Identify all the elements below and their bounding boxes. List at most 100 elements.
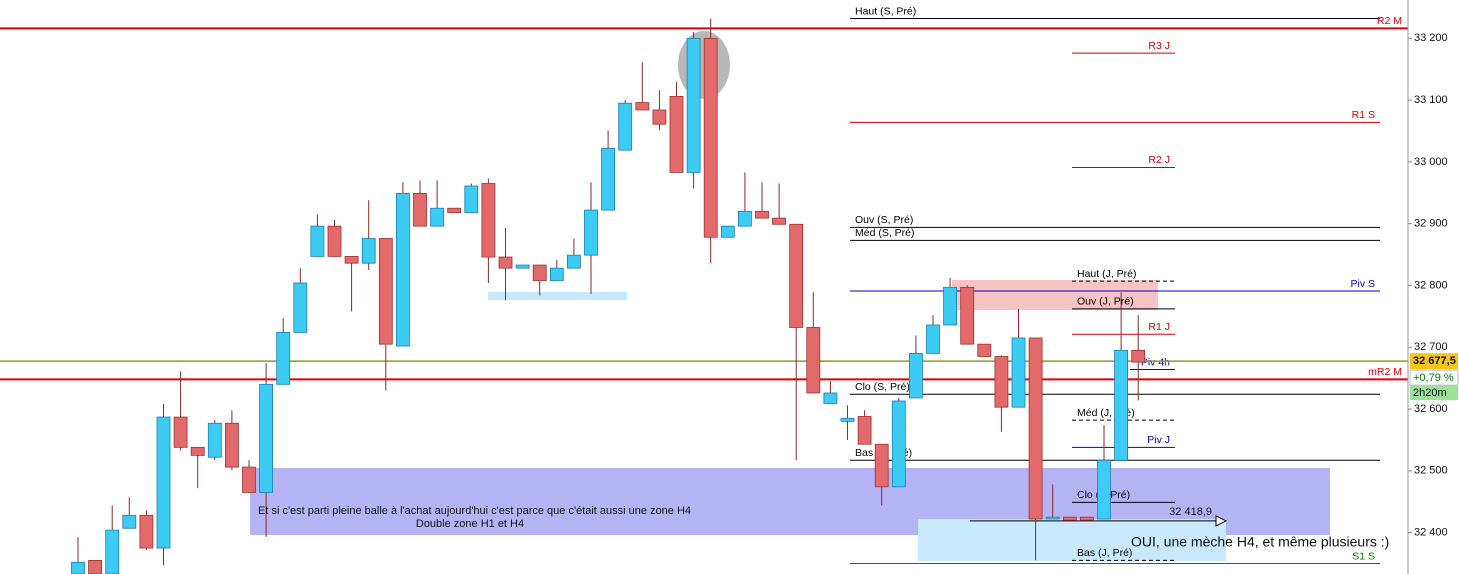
candle-body [464,185,479,213]
candle-body [943,286,957,326]
candle-body [224,422,239,468]
candle-body [276,332,291,385]
candle-body [1080,516,1094,521]
candle-body [1062,516,1077,521]
candle-body [361,238,376,264]
level-label: Piv J [1147,434,1170,446]
level-label: Ouv (J, Pré) [1077,296,1134,308]
candle-body [515,264,530,269]
candle-body [960,286,975,345]
level-label: R1 S [1352,109,1375,121]
candle-body [874,443,889,488]
candle-body [139,514,154,549]
level-label: Haut (J, Pré) [1077,268,1137,280]
y-tick-label: 32 900 [1414,218,1448,230]
y-tick-label: 32 700 [1414,341,1448,353]
candle-body [498,256,513,269]
candle-body [293,282,308,333]
candle-body [105,529,120,574]
candle-body [806,327,821,394]
level-label: Piv 4h [1141,356,1170,368]
candle-body [738,210,752,227]
level-label: R3 J [1148,40,1170,52]
candle-body [378,238,393,345]
candle-body [686,37,701,173]
candle-body [1114,349,1128,461]
candle-body [789,223,804,328]
y-tick-label: 33 000 [1414,156,1448,168]
level-label: Ouv (S, Pré) [855,214,913,226]
level-label: Méd (S, Pré) [855,227,915,239]
level-label: R2 J [1148,154,1170,166]
change-label: +0,79 % [1413,372,1454,384]
level-label: mR2 M [1368,366,1402,378]
candle-body [1045,516,1060,520]
y-tick-label: 32 800 [1414,279,1448,291]
countdown-box [1410,385,1458,401]
level-label: Haut (S, Pré) [855,5,916,17]
candle-body [532,264,547,281]
level-label: Bas (J, Pré) [1077,547,1132,559]
candle-body [242,466,256,493]
candle-body [720,225,735,238]
y-tick-label: 33 100 [1414,94,1448,106]
y-tick-label: 32 500 [1414,465,1448,477]
candle-body [190,446,205,456]
y-tick-label: 32 600 [1414,403,1448,415]
price-label: 32 418,9 [1169,506,1212,518]
last-price-label: 32 677,5 [1413,355,1456,367]
candle-body [840,417,855,422]
candle-body [584,209,598,256]
candle-body [1097,459,1111,520]
candle-body [601,147,615,211]
level-label: R2 M [1377,15,1402,27]
last-price-box [1410,353,1458,370]
candle-body [327,225,342,257]
candle-body [703,37,718,238]
candle-body [1028,337,1043,520]
candle-body [891,400,906,488]
annotation: Double zone H1 et H4 [416,518,524,530]
annotation: OUI, une mèche H4, et même plusieurs :) [1131,534,1389,550]
zone-low [488,292,627,300]
candle-body [994,356,1009,408]
candle-body [122,514,137,529]
candle-body [772,217,786,225]
candle-body [88,560,102,574]
candle-body [652,109,667,125]
arrow-head [1215,515,1228,527]
y-tick-label: 32 400 [1414,527,1448,539]
candle-body [669,95,684,173]
y-tick-label: 33 200 [1414,32,1448,44]
candle-body [1131,349,1146,363]
candle-body [71,561,85,574]
level-label: Clo (S, Pré) [855,381,910,393]
candle-body [395,192,410,347]
candle-body [173,416,188,448]
candle-body [618,102,633,151]
candle-body [635,102,650,111]
countdown-label: 2h20m [1413,387,1447,399]
level-label: R1 J [1148,321,1170,333]
candle-body [156,416,171,549]
candle-body [430,207,445,227]
candle-body [857,416,872,445]
candle-body [413,192,427,227]
candle-body [926,324,940,354]
zone-wick [918,519,1226,561]
candle-body [447,207,462,213]
candle-body [567,254,581,269]
candle-body [549,267,564,281]
candle-body [344,256,359,264]
zone-high [952,280,1158,310]
candle-body [481,183,496,258]
level-label: Piv S [1350,278,1375,290]
level-label: S1 S [1352,550,1375,562]
annotation: Et si c'est parti pleine balle à l'achat… [258,505,691,517]
candle-body [1011,337,1026,408]
candle-body [755,210,769,219]
candle-body [259,383,274,493]
candle-body [823,392,838,404]
candle-body [909,353,923,399]
